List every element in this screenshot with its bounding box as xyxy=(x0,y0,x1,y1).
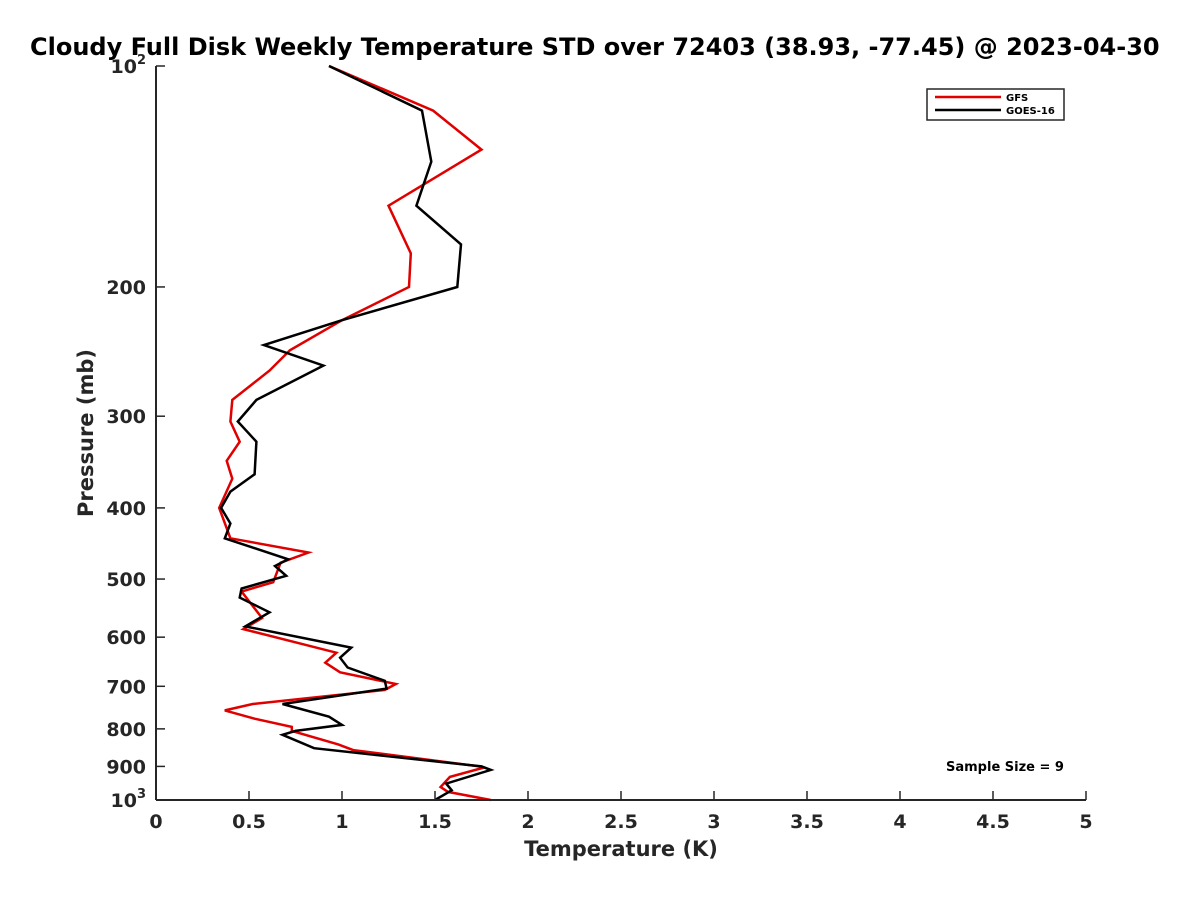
y-tick-label: 900 xyxy=(106,756,146,778)
x-tick-label: 4.5 xyxy=(976,811,1010,833)
x-tick-label: 1 xyxy=(335,811,348,833)
y-axis-ticks: 102 200 300 400 500 600 700 800 900 103 xyxy=(106,53,165,812)
y-tick-label: 600 xyxy=(106,627,146,649)
series-line-gfs xyxy=(217,64,492,802)
x-axis-ticks: 0 0.5 1 1.5 2 2.5 3 3.5 4 4.5 5 xyxy=(149,791,1093,833)
plot-area: 0 0.5 1 1.5 2 2.5 3 3.5 4 4.5 5 102 200 300 400 500 600… xyxy=(106,53,1092,833)
y-tick-label: 103 xyxy=(111,787,147,812)
series-layer xyxy=(217,64,495,802)
x-tick-label: 4 xyxy=(893,811,906,833)
x-axis-label: Temperature (K) xyxy=(524,837,718,861)
x-tick-label: 2 xyxy=(521,811,534,833)
x-tick-label: 3.5 xyxy=(790,811,824,833)
x-tick-label: 2.5 xyxy=(604,811,638,833)
chart-title: Cloudy Full Disk Weekly Temperature STD … xyxy=(30,33,1160,61)
x-tick-label: 3 xyxy=(707,811,720,833)
legend-box xyxy=(926,88,1065,121)
y-tick-label: 400 xyxy=(106,498,146,520)
legend-label-gfs: GFS xyxy=(1006,93,1028,104)
y-tick-label: 700 xyxy=(106,676,146,698)
y-tick-label: 200 xyxy=(106,277,146,299)
x-tick-label: 0 xyxy=(149,811,162,833)
y-tick-label: 500 xyxy=(106,569,146,591)
sample-size-annotation: Sample Size = 9 xyxy=(946,760,1064,775)
x-tick-label: 5 xyxy=(1079,811,1092,833)
y-tick-label: 102 xyxy=(111,53,147,78)
x-tick-label: 0.5 xyxy=(232,811,266,833)
y-tick-label: 800 xyxy=(106,719,146,741)
series-line-goes16 xyxy=(219,64,495,802)
legend-label-goes16: GOES-16 xyxy=(1006,106,1055,117)
legend: GFS GOES-16 xyxy=(926,88,1065,121)
x-tick-label: 1.5 xyxy=(418,811,452,833)
y-tick-label: 300 xyxy=(106,406,146,428)
y-axis-label: Pressure (mb) xyxy=(74,349,98,517)
